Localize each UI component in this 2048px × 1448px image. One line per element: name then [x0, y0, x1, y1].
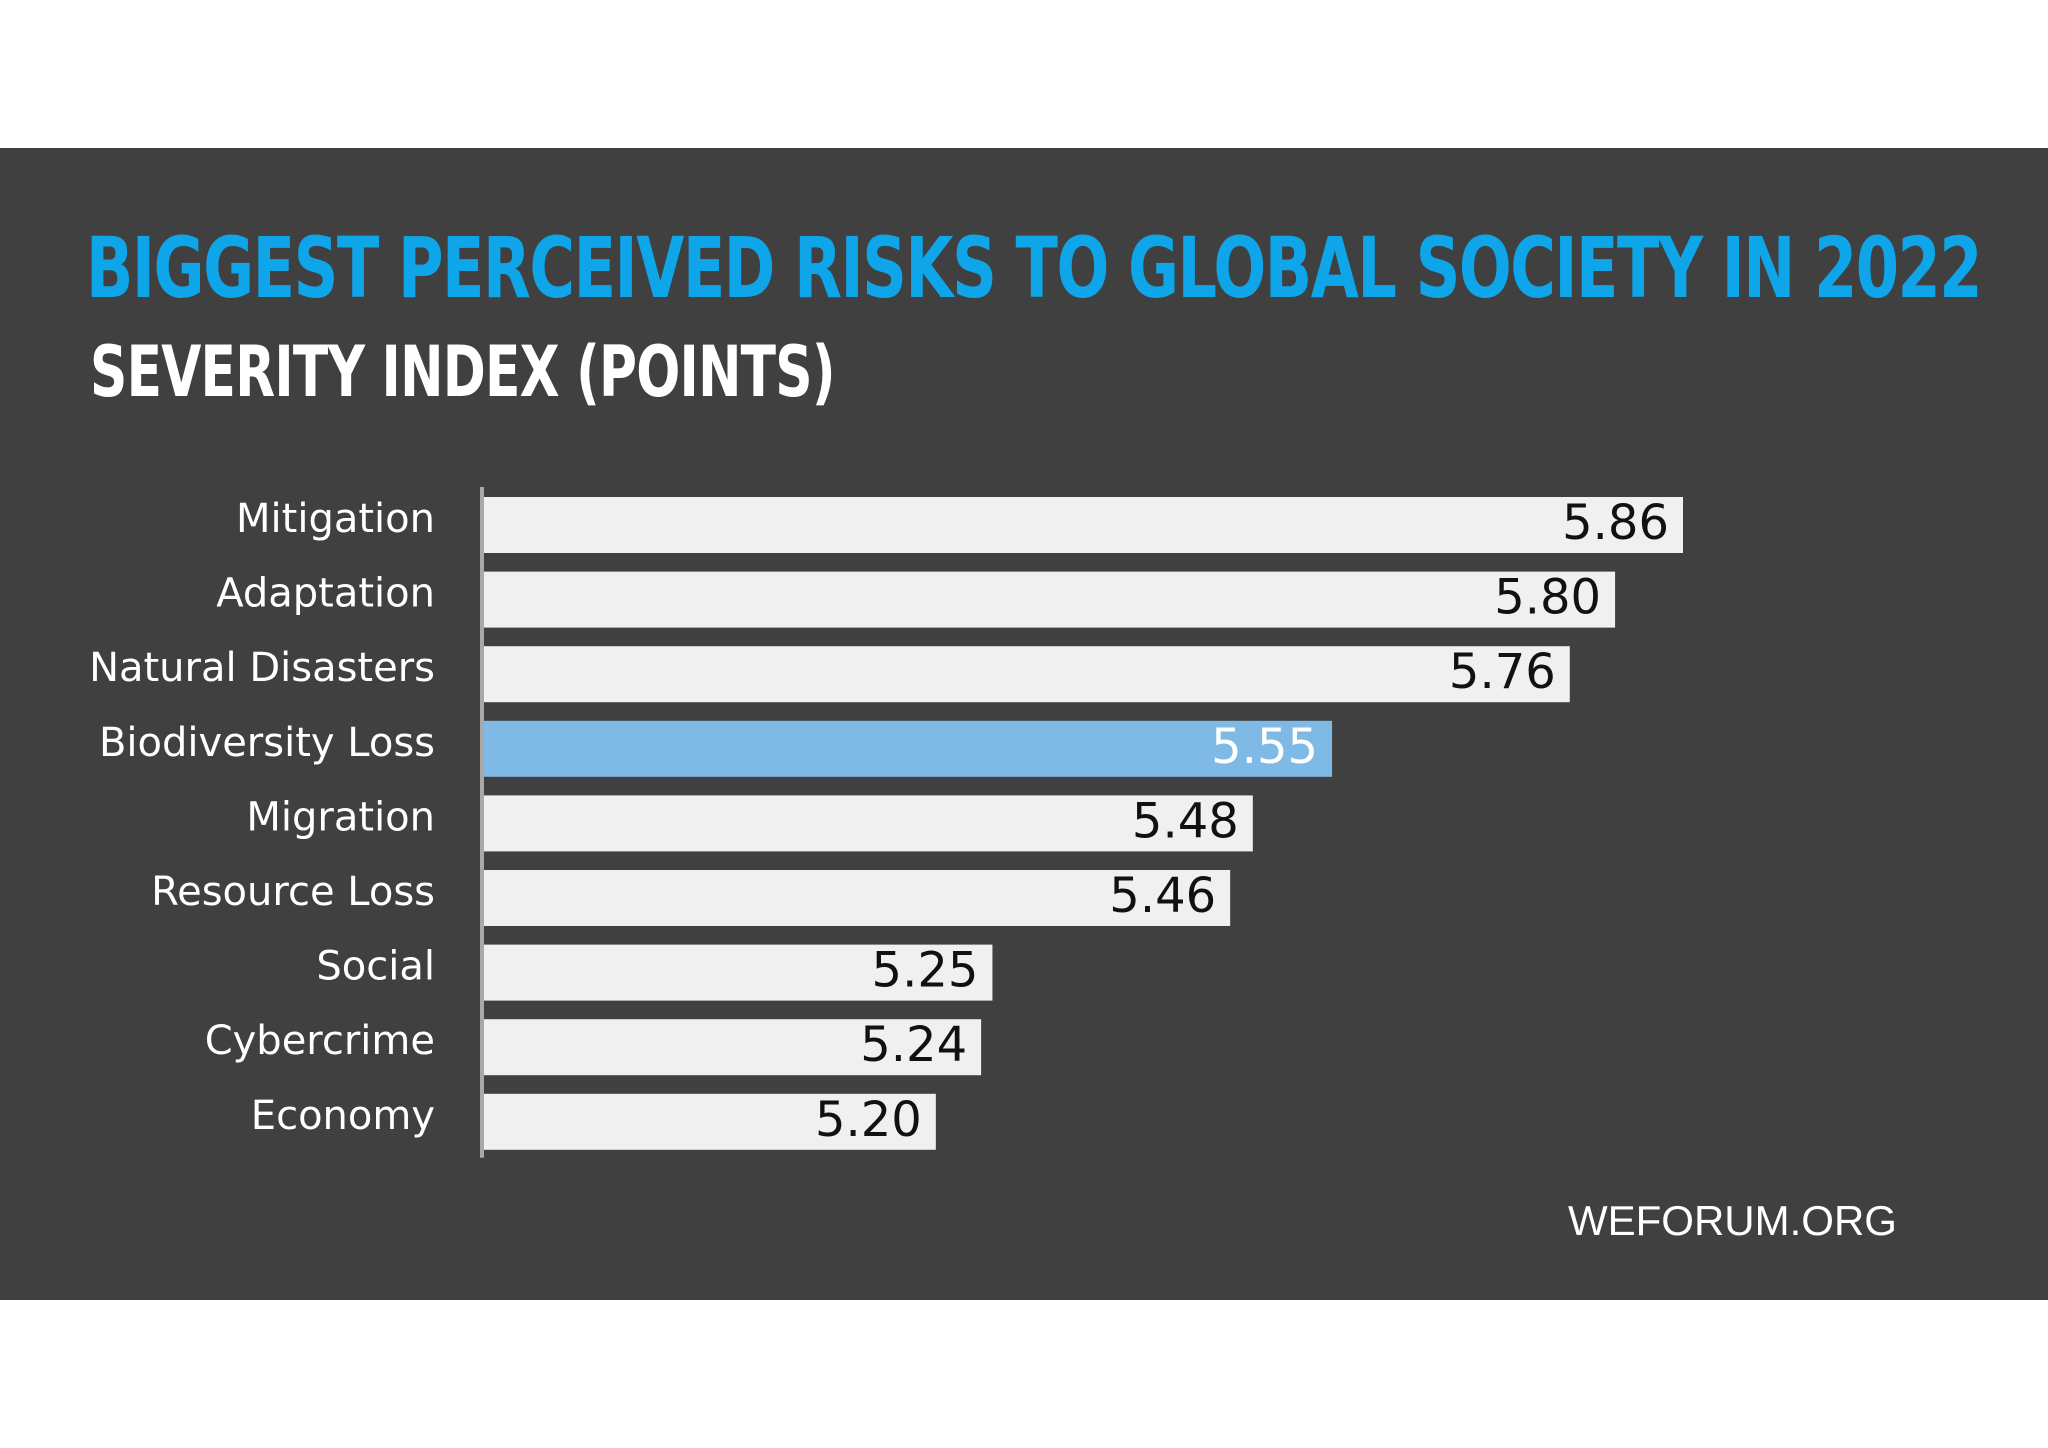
bar: [483, 571, 1616, 628]
bar: [483, 795, 1253, 852]
category-label: Migration: [246, 794, 435, 840]
bar-value-label: 5.80: [1494, 570, 1601, 626]
bar-value-label: 5.76: [1449, 644, 1556, 700]
bar: [483, 646, 1570, 703]
category-label: Mitigation: [236, 496, 435, 542]
bar-value-label: 5.48: [1132, 793, 1239, 849]
chart-subtitle: SEVERITY INDEX (POINTS): [90, 331, 836, 413]
bar: [483, 1093, 936, 1150]
category-label: Biodiversity Loss: [99, 720, 435, 766]
bar-value-label: 5.46: [1109, 868, 1216, 924]
bar-value-label: 5.25: [872, 943, 979, 999]
bar-value-label: 5.20: [815, 1092, 922, 1148]
bar-value-label: 5.86: [1562, 495, 1669, 551]
bar: [483, 1019, 982, 1076]
chart-title: BIGGEST PERCEIVED RISKS TO GLOBAL SOCIET…: [86, 219, 1983, 317]
category-label: Economy: [251, 1093, 435, 1139]
bar: [483, 870, 1231, 926]
category-label: Adaptation: [216, 571, 435, 617]
bar: [483, 944, 993, 1001]
source-credit: WEFORUM.ORG: [1568, 1197, 1897, 1244]
bar-value-label: 5.55: [1211, 719, 1318, 775]
category-label: Cybercrime: [205, 1018, 435, 1064]
category-label: Natural Disasters: [89, 645, 435, 691]
bar-highlighted: [483, 720, 1333, 777]
bar: [483, 497, 1683, 553]
category-label: Social: [316, 944, 435, 990]
category-label: Resource Loss: [151, 869, 435, 915]
bar-value-label: 5.24: [860, 1017, 967, 1073]
